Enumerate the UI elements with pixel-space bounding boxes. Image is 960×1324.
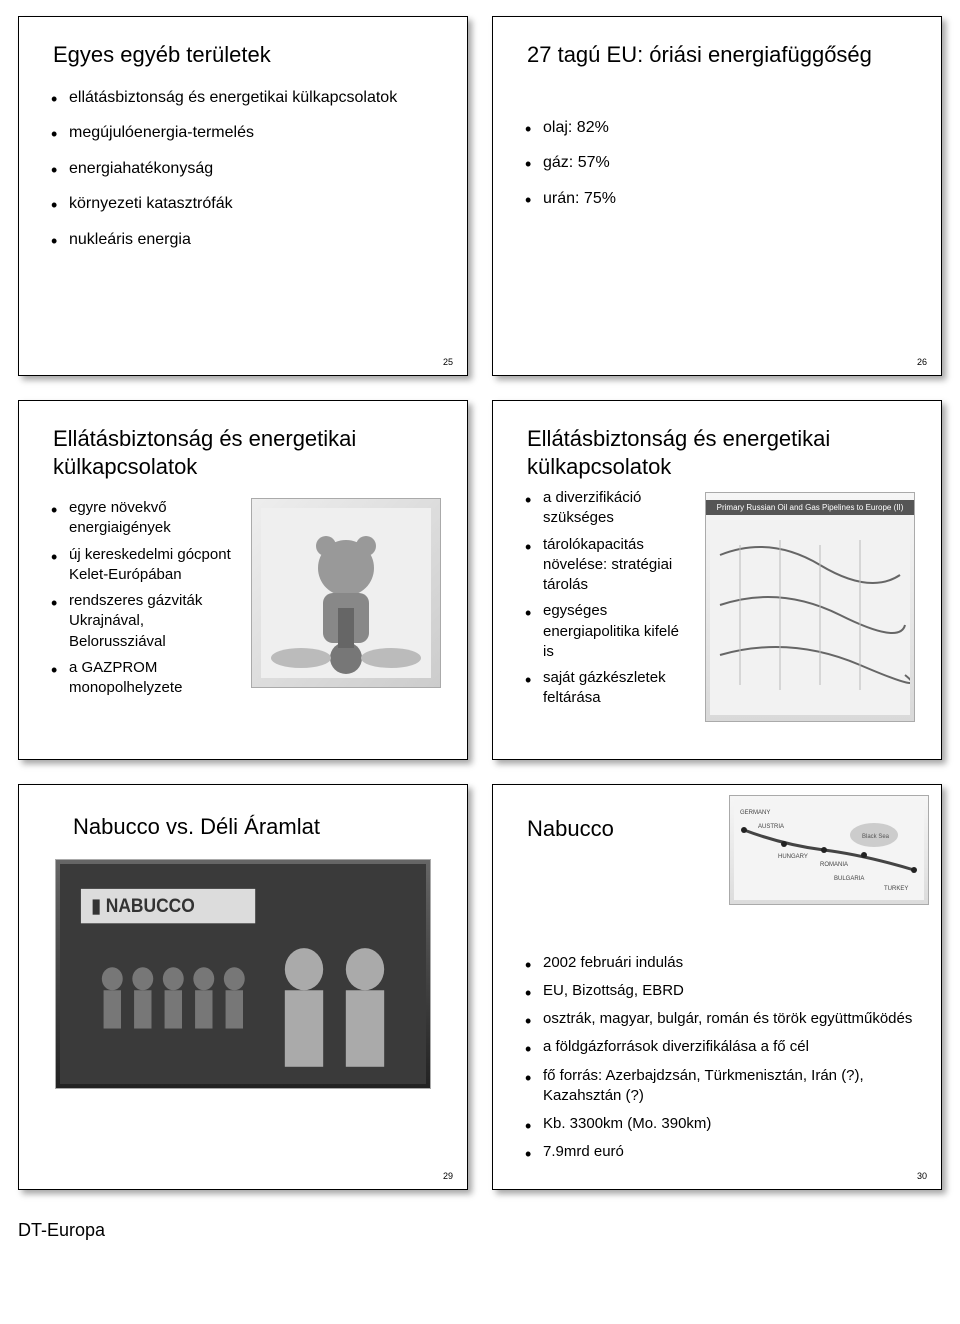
bullet-list: a diverzifikáció szükséges tárolókapacit…	[519, 488, 689, 709]
slide-26: 27 tagú EU: óriási energiafüggőség olaj:…	[492, 16, 942, 376]
bullet-item: osztrák, magyar, bulgár, román és török …	[525, 1009, 919, 1029]
page-number: 30	[917, 1171, 927, 1181]
slide-title: Ellátásbiztonság és energetikai külkapcs…	[53, 425, 441, 480]
bullet-item: gáz: 57%	[525, 152, 915, 174]
bullet-item: urán: 75%	[525, 188, 915, 210]
bullet-item: tárolókapacitás növelése: stratégiai tár…	[525, 535, 689, 596]
bullet-item: ellátásbiztonság és energetikai külkapcs…	[51, 87, 441, 109]
bullet-item: egységes energiapolitika kifelé is	[525, 601, 689, 662]
slide-grid: Egyes egyéb területek ellátásbiztonság é…	[0, 10, 960, 1200]
bullet-item: olaj: 82%	[525, 117, 915, 139]
slide-25: Egyes egyéb területek ellátásbiztonság é…	[18, 16, 468, 376]
two-column-layout: a diverzifikáció szükséges tárolókapacit…	[519, 488, 915, 722]
nabucco-route-map-image: GERMANY AUSTRIA HUNGARY ROMANIA BULGARIA…	[729, 795, 929, 905]
slide-title: Ellátásbiztonság és energetikai külkapcs…	[527, 425, 915, 480]
slide-28: Ellátásbiztonság és energetikai külkapcs…	[492, 400, 942, 760]
svg-text:ROMANIA: ROMANIA	[820, 862, 848, 868]
svg-text:TURKEY: TURKEY	[884, 886, 908, 892]
photo-icon: ▮ NABUCCO	[60, 864, 426, 1084]
map-icon	[710, 515, 910, 715]
gazprom-bear-cartoon-image	[251, 498, 441, 688]
bullet-item: energiahatékonyság	[51, 158, 441, 180]
bullet-item: a GAZPROM monopolhelyzete	[51, 658, 237, 699]
bullet-item: 2002 februári indulás	[525, 953, 919, 973]
bullet-item: egyre növekvő energiaigények	[51, 498, 237, 539]
bullet-item: EU, Bizottság, EBRD	[525, 981, 919, 1001]
svg-text:AUSTRIA: AUSTRIA	[758, 824, 784, 830]
bullet-item: fő forrás: Azerbajdzsán, Türkmenisztán, …	[525, 1066, 919, 1107]
bullet-item: Kb. 3300km (Mo. 390km)	[525, 1114, 919, 1134]
slide-title: Egyes egyéb területek	[53, 41, 441, 69]
nabucco-summit-photo-image: ▮ NABUCCO	[55, 859, 431, 1089]
slide-title: 27 tagú EU: óriási energiafüggőség	[527, 41, 915, 69]
bullet-item: a földgázforrások diverzifikálása a fő c…	[525, 1037, 919, 1057]
bullet-item: környezeti katasztrófák	[51, 193, 441, 215]
svg-text:GERMANY: GERMANY	[740, 810, 770, 816]
map-icon: GERMANY AUSTRIA HUNGARY ROMANIA BULGARIA…	[734, 800, 924, 900]
bullet-list: egyre növekvő energiaigények új keresked…	[45, 498, 237, 698]
bullet-item: rendszeres gázviták Ukrajnával, Beloruss…	[51, 591, 237, 652]
svg-text:Black Sea: Black Sea	[862, 834, 890, 840]
banner-text: ▮ NABUCCO	[91, 894, 194, 916]
bullet-list: olaj: 82% gáz: 57% urán: 75%	[519, 117, 915, 210]
slide-30: Nabucco GERMANY AUSTRIA HUNGARY ROMANIA …	[492, 784, 942, 1190]
page-number: 29	[443, 1171, 453, 1181]
bullet-item: új kereskedelmi gócpont Kelet-Európában	[51, 545, 237, 586]
footer-label: DT-Europa	[0, 1200, 960, 1241]
page-number: 26	[917, 357, 927, 367]
two-column-layout: egyre növekvő energiaigények új keresked…	[45, 498, 441, 704]
bullet-item: a diverzifikáció szükséges	[525, 488, 689, 529]
bullet-list: 2002 februári indulás EU, Bizottság, EBR…	[519, 953, 919, 1163]
bullet-item: 7.9mrd euró	[525, 1142, 919, 1162]
svg-text:BULGARIA: BULGARIA	[834, 876, 864, 882]
russian-pipelines-map-image: Primary Russian Oil and Gas Pipelines to…	[705, 492, 915, 722]
slide-29: Nabucco vs. Déli Áramlat ▮ NABUCCO	[18, 784, 468, 1190]
page-number: 25	[443, 357, 453, 367]
bullet-item: nukleáris energia	[51, 229, 441, 251]
bullet-item: saját gázkészletek feltárása	[525, 668, 689, 709]
slide-title: Nabucco vs. Déli Áramlat	[73, 813, 441, 841]
bullet-item: megújulóenergia-termelés	[51, 122, 441, 144]
svg-text:HUNGARY: HUNGARY	[778, 854, 808, 860]
bullet-list: ellátásbiztonság és energetikai külkapcs…	[45, 87, 441, 251]
slide-27: Ellátásbiztonság és energetikai külkapcs…	[18, 400, 468, 760]
cartoon-icon	[261, 508, 431, 678]
map-caption: Primary Russian Oil and Gas Pipelines to…	[706, 500, 914, 515]
